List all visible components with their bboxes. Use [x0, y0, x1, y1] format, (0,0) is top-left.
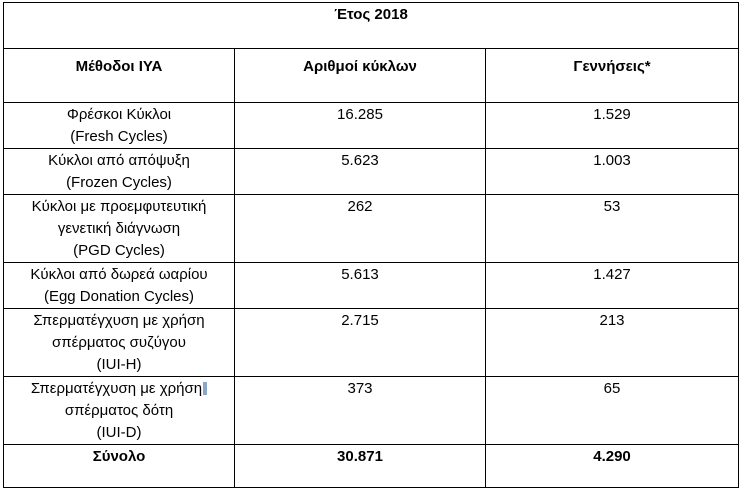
table-row: Κύκλοι με προεμφυτευτική γενετική διάγνω…: [3, 194, 740, 263]
table-row: Κύκλοι από απόψυξη (Frozen Cycles) 5.623…: [3, 148, 740, 195]
method-label-line-2: σπέρματος δότη: [64, 402, 174, 419]
year-header-cell: Έτος 2018: [2, 2, 740, 49]
method-label-wrap: Σπερματέγχυση με χρήση: [8, 378, 230, 400]
year-header-row: Έτος 2018: [2, 2, 740, 49]
table-row: Κύκλοι από δωρεά ωαρίου (Egg Donation Cy…: [3, 262, 740, 309]
method-label-line-2: σπέρματος συζύγου: [52, 334, 186, 351]
method-label-english: (IUI-H): [96, 356, 142, 373]
method-cell: Σπερματέγχυση με χρήση σπέρματος δότη (I…: [3, 376, 235, 445]
table-row: Σπερματέγχυση με χρήση σπέρματος δότη (I…: [3, 376, 740, 445]
method-label-english: (Egg Donation Cycles): [43, 288, 195, 305]
method-label: Σπερματέγχυση με χρήση: [30, 380, 203, 397]
method-label: Κύκλοι από απόψυξη: [48, 152, 190, 169]
method-label: Σπερματέγχυση με χρήση: [33, 312, 205, 329]
column-header-row: Μέθοδοι ΙΥΑ Αριθμοί κύκλων Γεννήσεις*: [3, 48, 740, 103]
total-births: 4.290: [484, 444, 740, 488]
method-label: Κύκλοι με προεμφυτευτική: [31, 198, 207, 215]
cycles-cell: 262: [234, 194, 486, 263]
births-cell: 1.427: [484, 262, 740, 309]
births-cell: 1.003: [484, 148, 740, 195]
method-cell: Σπερματέγχυση με χρήση σπέρματος συζύγου…: [3, 308, 235, 377]
cycles-cell: 373: [234, 376, 486, 445]
column-header-method: Μέθοδοι ΙΥΑ: [3, 48, 235, 103]
method-cell: Κύκλοι με προεμφυτευτική γενετική διάγνω…: [3, 194, 235, 263]
method-label-english: (IUI-D): [96, 424, 142, 441]
text-cursor-mark: [203, 382, 208, 395]
cycles-cell: 5.613: [234, 262, 486, 309]
method-label-english: (PGD Cycles): [73, 242, 165, 259]
method-label-english: (Frozen Cycles): [66, 174, 172, 191]
table-row: Φρέσκοι Κύκλοι (Fresh Cycles) 16.285 1.5…: [3, 102, 740, 149]
method-cell: Φρέσκοι Κύκλοι (Fresh Cycles): [3, 102, 235, 149]
method-label: Φρέσκοι Κύκλοι: [66, 106, 172, 123]
births-cell: 213: [484, 308, 740, 377]
births-cell: 65: [484, 376, 740, 445]
cycles-cell: 16.285: [234, 102, 486, 149]
method-cell: Κύκλοι από δωρεά ωαρίου (Egg Donation Cy…: [3, 262, 235, 309]
births-cell: 1.529: [484, 102, 740, 149]
cycles-cell: 5.623: [234, 148, 486, 195]
column-header-births: Γεννήσεις*: [484, 48, 740, 103]
cycles-cell: 2.715: [234, 308, 486, 377]
method-label: Κύκλοι από δωρεά ωαρίου: [30, 266, 208, 283]
total-cycles: 30.871: [234, 444, 486, 488]
column-header-cycles: Αριθμοί κύκλων: [234, 48, 486, 103]
method-label-line-2: γενετική διάγνωση: [57, 220, 181, 237]
method-cell: Κύκλοι από απόψυξη (Frozen Cycles): [3, 148, 235, 195]
method-label-english: (Fresh Cycles): [70, 128, 168, 145]
total-row: Σύνολο 30.871 4.290: [3, 444, 740, 488]
births-cell: 53: [484, 194, 740, 263]
table-row: Σπερματέγχυση με χρήση σπέρματος συζύγου…: [3, 308, 740, 377]
total-label: Σύνολο: [3, 444, 235, 488]
